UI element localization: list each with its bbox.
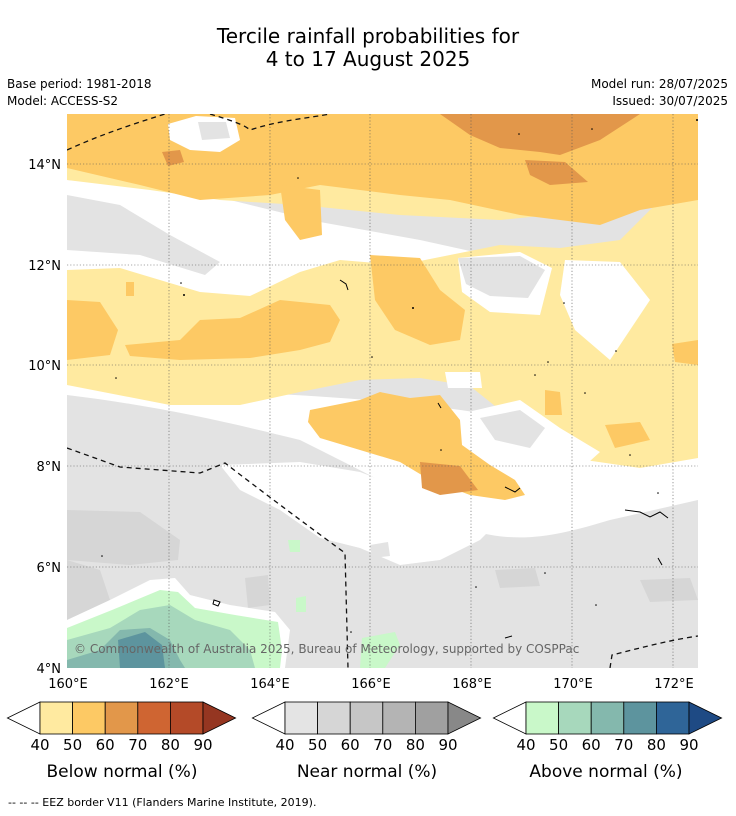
lat-label-8n: 8°N — [37, 460, 62, 475]
above-normal-40-50 — [288, 540, 300, 552]
title-line-2: 4 to 17 August 2025 — [265, 47, 471, 71]
model-run: Model run: 28/07/2025 — [590, 77, 728, 91]
eez-footnote: -- -- -- EEZ border V11 (Flanders Marine… — [8, 796, 317, 809]
near-normal-patch — [198, 122, 230, 140]
colorbar-tick-label: 40 — [275, 736, 294, 754]
lon-label-170e: 170°E — [553, 677, 593, 692]
colorbar-segment — [317, 701, 351, 735]
below-normal-50-60 — [545, 390, 562, 415]
issued-date: Issued: 30/07/2025 — [612, 94, 728, 108]
model-name: Model: ACCESS-S2 — [7, 94, 119, 108]
colorbar-below-normal: 40 50 60 70 80 90 — [6, 701, 237, 754]
colorbar-near-normal: 40 50 60 70 80 90 — [251, 701, 482, 754]
above-normal-40-50 — [296, 596, 306, 612]
colorbar-tick-label: 50 — [549, 736, 568, 754]
below-normal-50-60 — [605, 422, 650, 448]
colorbar-over-arrow — [688, 701, 723, 735]
below-normal-50-60 — [67, 300, 118, 360]
base-period: Base period: 1981-2018 — [7, 77, 152, 91]
lat-label-4n: 4°N — [37, 662, 62, 677]
colorbar-under-arrow — [251, 701, 286, 735]
colorbar-tick-label: 90 — [679, 736, 698, 754]
map-area — [67, 114, 698, 668]
below-normal-50-60 — [370, 255, 465, 345]
colorbar-segment — [558, 701, 592, 735]
colorbar-segment — [39, 701, 73, 735]
colorbar-segment — [656, 701, 690, 735]
colorbar-over-arrow — [202, 701, 237, 735]
colorbar-under-arrow — [492, 701, 527, 735]
below-normal-50-60 — [125, 300, 340, 360]
title-line-1: Tercile rainfall probabilities for — [216, 24, 520, 48]
colorbar-segment — [137, 701, 171, 735]
colorbar-segment — [284, 701, 318, 735]
colorbar-tick-label: 50 — [308, 736, 327, 754]
lon-label-166e: 166°E — [351, 677, 391, 692]
below-normal-50-60 — [280, 185, 322, 240]
near-normal-patch — [370, 542, 390, 558]
colorbar-segment — [382, 701, 416, 735]
colorbar-tick-label: 50 — [63, 736, 82, 754]
lon-label-168e: 168°E — [452, 677, 492, 692]
lon-label-162e: 162°E — [149, 677, 189, 692]
lat-label-10n: 10°N — [28, 359, 61, 374]
colorbar-segment — [104, 701, 139, 735]
colorbar-segment — [414, 701, 449, 735]
near-normal-50-60 — [640, 578, 698, 602]
colorbar-tick-label: 60 — [341, 736, 360, 754]
colorbar-tick-label: 70 — [373, 736, 392, 754]
near-normal-50-60 — [67, 510, 180, 565]
below-normal-50-60 — [672, 340, 698, 365]
near-normal-50-60 — [245, 575, 270, 608]
colorbar-segment — [72, 701, 106, 735]
colorbar-near-title: Near normal (%) — [296, 762, 438, 782]
lat-label-14n: 14°N — [28, 158, 61, 173]
colorbar-tick-label: 80 — [161, 736, 180, 754]
colorbar-segment — [590, 701, 625, 735]
islands — [212, 279, 669, 639]
colorbar-segment — [525, 701, 559, 735]
white-zone-south — [220, 462, 500, 565]
colorbar-segment — [169, 701, 204, 735]
below-normal-60-70 — [420, 462, 478, 495]
lon-label-164e: 164°E — [250, 677, 290, 692]
colorbar-tick-label: 80 — [406, 736, 425, 754]
colorbar-under-arrow — [6, 701, 41, 735]
colorbar-above-title: Above normal (%) — [529, 762, 683, 782]
colorbar-segment — [623, 701, 657, 735]
lat-label-12n: 12°N — [28, 259, 61, 274]
colorbar-tick-label: 40 — [516, 736, 535, 754]
colorbar-above-normal: 40 50 60 70 80 90 — [492, 701, 723, 754]
colorbar-tick-label: 60 — [96, 736, 115, 754]
near-normal-patch — [480, 410, 545, 448]
near-normal-50-60 — [495, 568, 540, 588]
white-hole — [560, 260, 650, 360]
colorbar-tick-label: 90 — [193, 736, 212, 754]
colorbar-tick-label: 40 — [30, 736, 49, 754]
island-dots — [101, 119, 698, 633]
below-normal-50-60 — [126, 282, 134, 296]
white-hole — [445, 372, 482, 388]
above-normal-70-80 — [118, 632, 165, 668]
colorbar-tick-label: 70 — [128, 736, 147, 754]
below-normal-60-70 — [162, 150, 184, 166]
colorbar-over-arrow — [447, 701, 482, 735]
map-copyright: © Commonwealth of Australia 2025, Bureau… — [74, 642, 579, 656]
colorbar-tick-label: 60 — [582, 736, 601, 754]
lat-label-6n: 6°N — [37, 561, 62, 576]
colorbar-tick-label: 90 — [438, 736, 457, 754]
lon-label-172e: 172°E — [654, 677, 694, 692]
below-normal-60-70 — [440, 114, 640, 155]
near-normal-patch — [458, 256, 545, 298]
graticule — [67, 114, 698, 668]
eez-border — [67, 114, 698, 668]
colorbar-tick-label: 80 — [647, 736, 666, 754]
colorbar-segment — [349, 701, 384, 735]
lon-label-160e: 160°E — [48, 677, 88, 692]
colorbar-below-title: Below normal (%) — [46, 762, 198, 782]
colorbar-tick-label: 70 — [614, 736, 633, 754]
near-normal-patch — [67, 195, 220, 275]
